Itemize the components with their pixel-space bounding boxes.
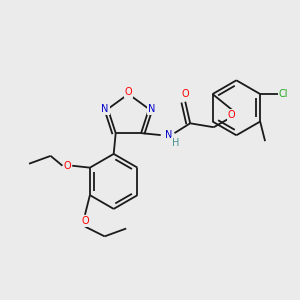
Text: O: O: [81, 216, 89, 226]
Text: Cl: Cl: [279, 89, 289, 99]
Text: N: N: [101, 104, 109, 114]
Text: N: N: [148, 104, 156, 114]
Text: O: O: [124, 87, 132, 97]
Text: O: O: [228, 110, 235, 121]
Text: N: N: [165, 130, 172, 140]
Text: O: O: [64, 161, 71, 171]
Text: O: O: [182, 89, 189, 99]
Text: H: H: [172, 138, 179, 148]
